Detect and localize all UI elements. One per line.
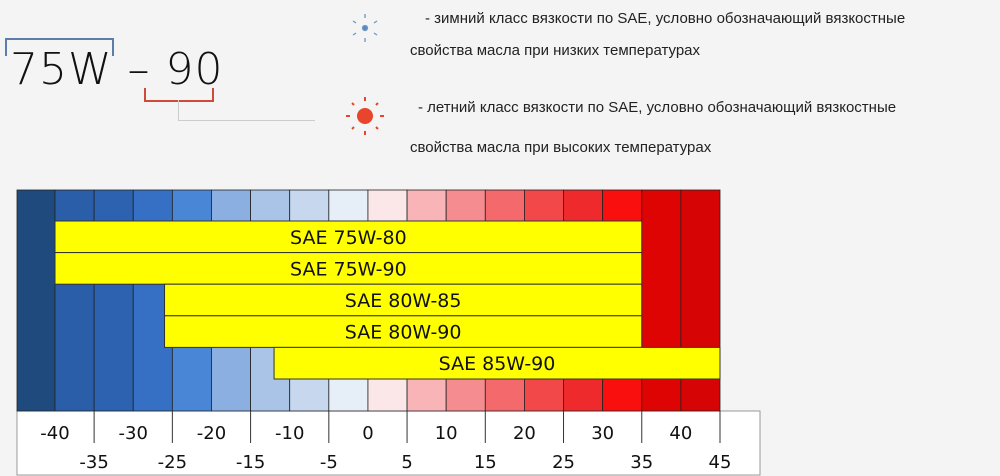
viscosity-bar <box>54 252 643 285</box>
code-summer: 90 <box>165 44 224 95</box>
sun-icon <box>346 97 384 135</box>
axis-tick-label: 20 <box>513 423 536 444</box>
axis-tick-label: -15 <box>236 452 265 473</box>
viscosity-bar-label: SAE 85W-90 <box>439 353 556 375</box>
snowflake-icon <box>352 14 378 42</box>
axis-tick-label: -25 <box>158 452 187 473</box>
summer-desc-line1: - летний класс вязкости по SAE, условно … <box>418 99 897 116</box>
axis-area <box>16 410 761 476</box>
summer-desc-line2: свойства масла при высоких температурах <box>410 139 712 156</box>
code-dash: – <box>127 44 151 95</box>
axis-tick-label: 30 <box>591 423 614 444</box>
viscosity-code: 75W – 90 <box>10 44 224 95</box>
viscosity-bar <box>273 346 721 380</box>
winter-bracket <box>5 38 114 56</box>
viscosity-bar <box>164 283 643 317</box>
axis-tick-label: 5 <box>401 452 412 473</box>
winter-desc-line1: - зимний класс вязкости по SAE, условно … <box>425 10 906 27</box>
axis-tick-label: 40 <box>669 423 692 444</box>
axis-tick-label: 35 <box>630 452 653 473</box>
viscosity-bar-label: SAE 80W-90 <box>345 322 462 344</box>
leader-line <box>178 100 315 121</box>
axis-tick-label: 25 <box>552 452 575 473</box>
axis-tick-label: -40 <box>40 423 69 444</box>
viscosity-bar-label: SAE 75W-90 <box>290 258 407 280</box>
axis-tick-label: -35 <box>79 452 108 473</box>
axis-tick-label: 45 <box>709 452 732 473</box>
code-winter: 75W <box>10 44 113 95</box>
axis-tick-label: -5 <box>320 452 338 473</box>
axis-tick-label: -10 <box>275 423 304 444</box>
viscosity-bar <box>164 315 643 348</box>
winter-desc-line2: свойства масла при низких температурах <box>410 42 701 59</box>
axis-tick-label: -30 <box>119 423 148 444</box>
axis-tick-label: 15 <box>474 452 497 473</box>
summer-bracket <box>144 88 214 102</box>
viscosity-bar <box>54 220 643 254</box>
temperature-band <box>16 189 56 412</box>
axis-tick-label: 0 <box>362 423 373 444</box>
viscosity-bar-label: SAE 80W-85 <box>345 290 462 312</box>
axis-tick-label: -20 <box>197 423 226 444</box>
viscosity-bar-label: SAE 75W-80 <box>290 227 407 249</box>
axis-tick-label: 10 <box>435 423 458 444</box>
